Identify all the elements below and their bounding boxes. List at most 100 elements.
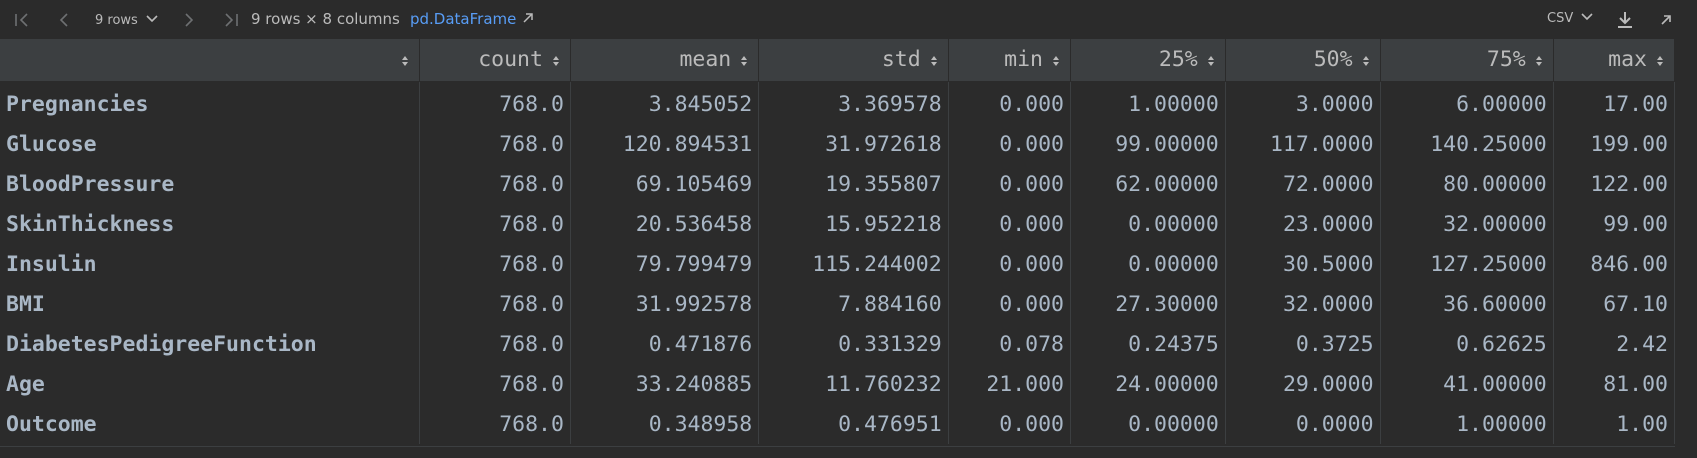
row-index-cell[interactable]: DiabetesPedigreeFunction <box>0 324 421 364</box>
table-cell[interactable]: 3.0000 <box>1225 81 1381 124</box>
table-cell[interactable]: 768.0 <box>419 81 571 124</box>
table-cell[interactable]: 32.00000 <box>1380 204 1554 244</box>
table-cell[interactable]: 81.00 <box>1553 364 1676 404</box>
table-cell[interactable]: 1.00000 <box>1070 81 1226 124</box>
table-cell[interactable]: 24.00000 <box>1070 364 1226 404</box>
table-cell[interactable]: 31.972618 <box>758 124 949 164</box>
row-index-cell[interactable]: Glucose <box>0 124 421 164</box>
table-cell[interactable]: 0.471876 <box>570 324 760 364</box>
table-cell[interactable]: 27.30000 <box>1070 284 1226 324</box>
table-row[interactable]: Insulin 768.0 79.799479 115.244002 0.000 0.00… <box>0 244 1676 284</box>
first-page-icon[interactable] <box>12 10 34 30</box>
table-cell[interactable]: 99.00 <box>1553 204 1676 244</box>
rows-per-page-select[interactable]: 9 rows <box>95 10 158 30</box>
column-header[interactable]: 75% <box>1380 39 1554 82</box>
table-cell[interactable]: 11.760232 <box>758 364 949 404</box>
table-cell[interactable]: 36.60000 <box>1380 284 1554 324</box>
table-row[interactable]: Outcome 768.0 0.348958 0.476951 0.000 0.00000… <box>0 404 1676 444</box>
column-header-index[interactable] <box>0 39 421 82</box>
table-row[interactable]: BMI 768.0 31.992578 7.884160 0.000 27.30000 32… <box>0 284 1676 324</box>
table-cell[interactable]: 7.884160 <box>758 284 949 324</box>
sort-icon[interactable] <box>1656 48 1664 73</box>
table-row[interactable]: Glucose 768.0 120.894531 31.972618 0.000 99.0… <box>0 124 1676 164</box>
table-cell[interactable]: 768.0 <box>419 404 571 444</box>
table-row[interactable]: Pregnancies 768.0 3.845052 3.369578 0.000 1.0… <box>0 81 1676 124</box>
table-cell[interactable]: 846.00 <box>1553 244 1676 284</box>
table-cell[interactable]: 0.0000 <box>1225 404 1381 444</box>
table-cell[interactable]: 140.25000 <box>1380 124 1554 164</box>
dataframe-link[interactable]: pd.DataFrame <box>410 10 534 28</box>
table-cell[interactable]: 69.105469 <box>570 164 760 204</box>
column-header[interactable]: count <box>419 39 571 82</box>
row-index-cell[interactable]: Insulin <box>0 244 421 284</box>
table-cell[interactable]: 0.24375 <box>1070 324 1226 364</box>
sort-icon[interactable] <box>930 48 938 73</box>
table-row[interactable]: BloodPressure 768.0 69.105469 19.355807 0.00… <box>0 164 1676 204</box>
table-cell[interactable]: 122.00 <box>1553 164 1676 204</box>
table-cell[interactable]: 31.992578 <box>570 284 760 324</box>
table-cell[interactable]: 0.000 <box>948 124 1071 164</box>
table-cell[interactable]: 80.00000 <box>1380 164 1554 204</box>
column-header[interactable]: mean <box>570 39 760 82</box>
sort-icon[interactable] <box>1052 48 1060 73</box>
table-cell[interactable]: 0.000 <box>948 284 1071 324</box>
table-cell[interactable]: 33.240885 <box>570 364 760 404</box>
open-in-new-icon[interactable] <box>1656 9 1676 31</box>
table-cell[interactable]: 17.00 <box>1553 81 1676 124</box>
table-cell[interactable]: 1.00 <box>1553 404 1676 444</box>
table-cell[interactable]: 20.536458 <box>570 204 760 244</box>
table-cell[interactable]: 99.00000 <box>1070 124 1226 164</box>
row-index-cell[interactable]: Pregnancies <box>0 81 421 124</box>
download-icon[interactable] <box>1614 9 1636 31</box>
table-cell[interactable]: 768.0 <box>419 324 571 364</box>
table-cell[interactable]: 67.10 <box>1553 284 1676 324</box>
table-cell[interactable]: 19.355807 <box>758 164 949 204</box>
table-cell[interactable]: 3.845052 <box>570 81 760 124</box>
table-cell[interactable]: 0.476951 <box>758 404 949 444</box>
table-cell[interactable]: 0.00000 <box>1070 404 1226 444</box>
table-cell[interactable]: 0.00000 <box>1070 244 1226 284</box>
table-cell[interactable]: 79.799479 <box>570 244 760 284</box>
table-cell[interactable]: 62.00000 <box>1070 164 1226 204</box>
column-header[interactable]: max <box>1553 39 1676 82</box>
sort-icon[interactable] <box>1362 48 1370 73</box>
table-cell[interactable]: 32.0000 <box>1225 284 1381 324</box>
table-cell[interactable]: 0.348958 <box>570 404 760 444</box>
table-cell[interactable]: 127.25000 <box>1380 244 1554 284</box>
table-cell[interactable]: 29.0000 <box>1225 364 1381 404</box>
table-cell[interactable]: 115.244002 <box>758 244 949 284</box>
table-cell[interactable]: 30.5000 <box>1225 244 1381 284</box>
table-cell[interactable]: 1.00000 <box>1380 404 1554 444</box>
table-cell[interactable]: 768.0 <box>419 364 571 404</box>
sort-icon[interactable] <box>1535 48 1543 73</box>
table-cell[interactable]: 0.078 <box>948 324 1071 364</box>
table-cell[interactable]: 0.000 <box>948 204 1071 244</box>
table-cell[interactable]: 21.000 <box>948 364 1071 404</box>
last-page-icon[interactable] <box>219 10 241 30</box>
table-cell[interactable]: 3.369578 <box>758 81 949 124</box>
column-header[interactable]: 25% <box>1070 39 1226 82</box>
table-row[interactable]: Age 768.0 33.240885 11.760232 21.000 24.00000… <box>0 364 1676 404</box>
table-cell[interactable]: 768.0 <box>419 124 571 164</box>
table-row[interactable]: SkinThickness 768.0 20.536458 15.952218 0.00… <box>0 204 1676 244</box>
table-cell[interactable]: 6.00000 <box>1380 81 1554 124</box>
next-page-icon[interactable] <box>180 10 198 30</box>
column-header[interactable]: std <box>758 39 949 82</box>
sort-icon[interactable] <box>1207 48 1215 73</box>
table-cell[interactable]: 0.000 <box>948 164 1071 204</box>
table-cell[interactable]: 72.0000 <box>1225 164 1381 204</box>
sort-icon[interactable] <box>740 48 748 73</box>
table-cell[interactable]: 768.0 <box>419 204 571 244</box>
table-cell[interactable]: 768.0 <box>419 244 571 284</box>
table-cell[interactable]: 0.000 <box>948 244 1071 284</box>
table-cell[interactable]: 0.331329 <box>758 324 949 364</box>
row-index-cell[interactable]: BloodPressure <box>0 164 421 204</box>
table-cell[interactable]: 0.3725 <box>1225 324 1381 364</box>
table-cell[interactable]: 41.00000 <box>1380 364 1554 404</box>
table-cell[interactable]: 0.000 <box>948 404 1071 444</box>
table-cell[interactable]: 15.952218 <box>758 204 949 244</box>
column-header[interactable]: 50% <box>1225 39 1381 82</box>
sort-icon[interactable] <box>401 48 409 73</box>
row-index-cell[interactable]: SkinThickness <box>0 204 421 244</box>
table-cell[interactable]: 117.0000 <box>1225 124 1381 164</box>
